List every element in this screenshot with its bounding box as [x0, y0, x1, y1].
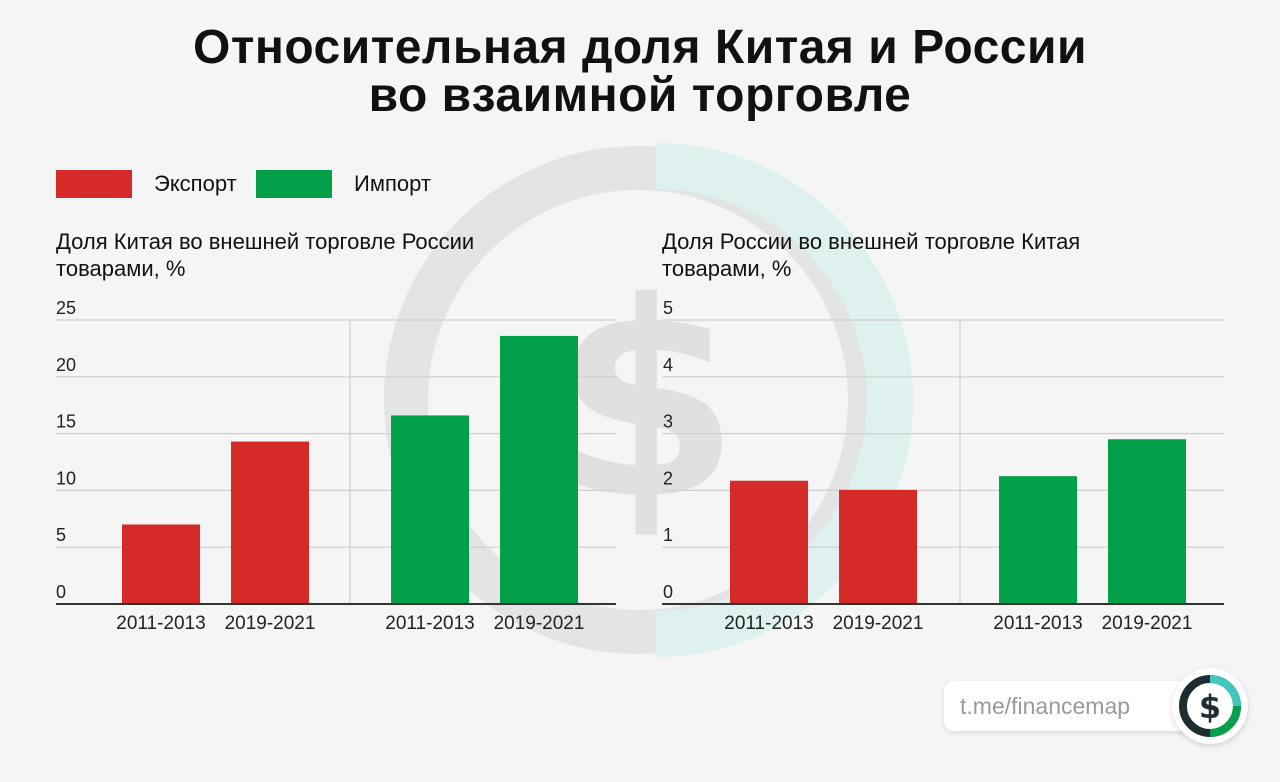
telegram-link[interactable]: t.me/financemap — [944, 681, 1194, 731]
chart-2-ytick-label: 2 — [663, 468, 673, 488]
chart-1-ytick-label: 0 — [56, 582, 66, 602]
svg-text:$: $ — [552, 244, 740, 559]
chart-2-xtick-label: 2011-2013 — [724, 613, 813, 634]
chart-2-xtick-label: 2011-2013 — [993, 613, 1082, 634]
chart-1-xtick-label: 2019-2021 — [225, 613, 316, 634]
chart-1-bar-export-2011-2013 — [122, 524, 200, 604]
chart-1-xtick-label: 2011-2013 — [385, 613, 474, 634]
chart-1-bar-export-2019-2021 — [231, 441, 309, 604]
chart-2-xtick-label: 2019-2021 — [1102, 613, 1193, 634]
legend-export-label: Экспорт — [154, 171, 237, 196]
chart-1-bar-import-2019-2021 — [500, 335, 578, 604]
chart-2-bar-import-2011-2013 — [999, 476, 1077, 604]
legend-import: Импорт — [256, 170, 431, 198]
chart-2-ytick-label: 5 — [663, 298, 673, 318]
legend-import-label: Импорт — [354, 171, 431, 196]
chart-2-bar-export-2011-2013 — [730, 480, 808, 604]
svg-text:$: $ — [1199, 688, 1221, 726]
legend-export-swatch — [56, 170, 132, 198]
title-line-1: Относительная доля Китая и России — [193, 21, 1087, 74]
chart-2-ytick-label: 1 — [663, 525, 673, 545]
chart-1-ytick-label: 25 — [56, 298, 76, 318]
chart-2-xtick-label: 2019-2021 — [833, 613, 924, 634]
chart-2-ytick-label: 3 — [663, 412, 673, 432]
chart-2-ytick-label: 4 — [663, 355, 673, 375]
chart-1-ytick-label: 5 — [56, 525, 66, 545]
title-line-2: во взаимной торговле — [368, 69, 912, 122]
chart-2-bar-export-2019-2021 — [839, 489, 917, 604]
chart-1-ytick-label: 20 — [56, 355, 76, 375]
chart-1-ytick-label: 15 — [56, 412, 76, 432]
chart-2-ytick-label: 0 — [663, 582, 673, 602]
logo-graphic: $ — [1179, 675, 1241, 737]
chart-2-bar-import-2019-2021 — [1108, 439, 1186, 604]
legend-export: Экспорт — [56, 170, 237, 198]
chart-1-title: Доля Китая во внешней торговле России то… — [56, 229, 475, 281]
chart-1-bar-import-2011-2013 — [391, 415, 469, 604]
dollar-coin-icon: $ — [1172, 668, 1248, 744]
telegram-link-text[interactable]: t.me/financemap — [960, 692, 1131, 719]
chart-1-xtick-label: 2019-2021 — [494, 613, 585, 634]
chart-2-title: Доля России во внешней торговле Китая то… — [662, 229, 1081, 281]
chart-1-xtick-label: 2011-2013 — [116, 613, 205, 634]
page-title: Относительная доля Китая и России во вза… — [0, 24, 1280, 120]
legend-import-swatch — [256, 170, 332, 198]
chart-1-ytick-label: 10 — [56, 468, 76, 488]
